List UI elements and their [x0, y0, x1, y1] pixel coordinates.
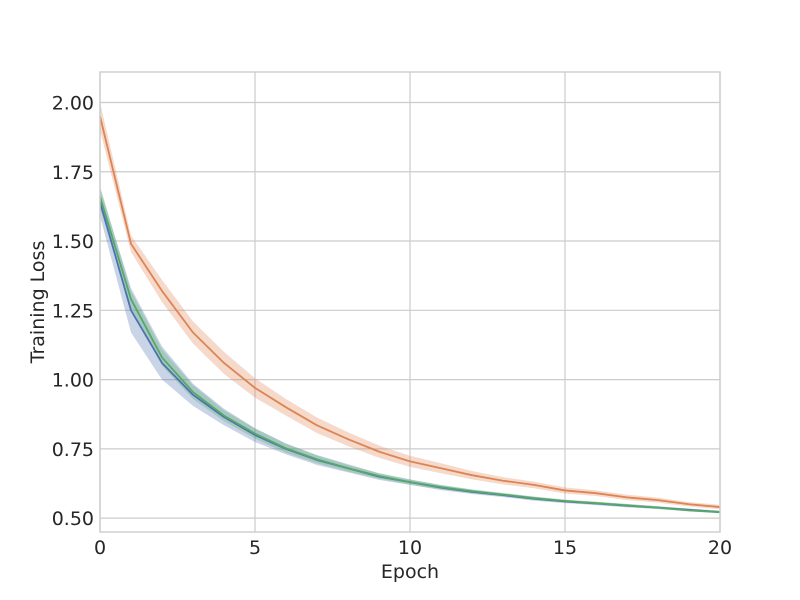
y-tick-label: 0.75: [52, 439, 94, 461]
y-tick-label: 1.00: [52, 370, 94, 392]
y-tick-label: 2.00: [52, 92, 94, 114]
plot-frame: [99, 71, 721, 533]
series-2-band: [100, 185, 720, 514]
x-axis-label: Epoch: [381, 561, 439, 583]
x-tick-label: 20: [708, 537, 732, 559]
x-tick-label: 10: [398, 537, 422, 559]
series-2-line: [99, 196, 721, 513]
x-tick-label: 0: [94, 537, 106, 559]
x-tick-label: 15: [553, 537, 577, 559]
series-lines: [99, 116, 721, 513]
x-axis-ticks: 0 5 10 15 20: [94, 537, 732, 559]
y-axis-ticks: 0.50 0.75 1.00 1.25 1.50 1.75 2.00: [52, 92, 94, 530]
series-0-line: [99, 116, 721, 508]
confidence-bands: [100, 102, 720, 514]
y-axis-label: Training Loss: [27, 241, 49, 365]
y-tick-label: 0.50: [52, 508, 94, 530]
y-tick-label: 1.50: [52, 231, 94, 253]
series-1-band: [100, 188, 720, 514]
x-tick-label: 5: [249, 537, 261, 559]
y-tick-label: 1.25: [52, 300, 94, 322]
y-tick-label: 1.75: [52, 162, 94, 184]
